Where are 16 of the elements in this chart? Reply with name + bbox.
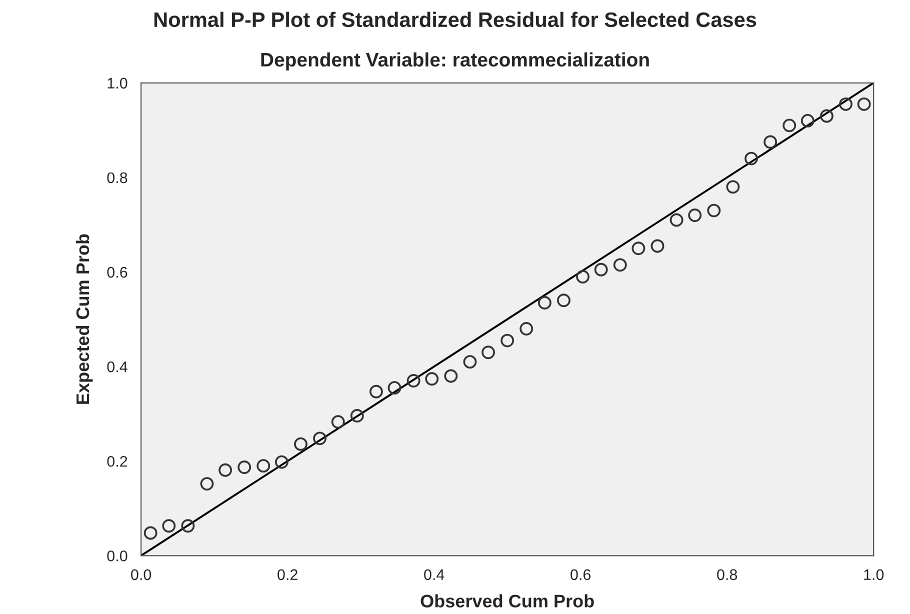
x-tick-label: 0.0	[131, 569, 152, 580]
y-axis-title: Expected Cum Prob	[76, 234, 93, 404]
y-tick-label: 0.6	[107, 266, 128, 278]
y-tick-label: 0.2	[107, 456, 128, 467]
y-tick-label: 0.0	[107, 550, 128, 562]
x-tick-label: 0.2	[278, 569, 298, 580]
y-tick-label: 0.4	[107, 361, 128, 372]
chart-title: Normal P-P Plot of Standardized Residual for Selected Cases	[154, 12, 756, 28]
chart-subtitle: Dependent Variable: ratecommecialization	[261, 52, 649, 70]
x-tick-label: 0.8	[717, 569, 738, 580]
x-axis-title: Observed Cum Prob	[420, 594, 594, 608]
y-tick-label: 1.0	[108, 78, 128, 89]
y-tick-label: 0.8	[107, 172, 128, 184]
x-tick-label: 0.4	[424, 569, 444, 580]
x-tick-label: 0.6	[570, 569, 591, 580]
x-tick-label: 1.0	[864, 569, 884, 580]
